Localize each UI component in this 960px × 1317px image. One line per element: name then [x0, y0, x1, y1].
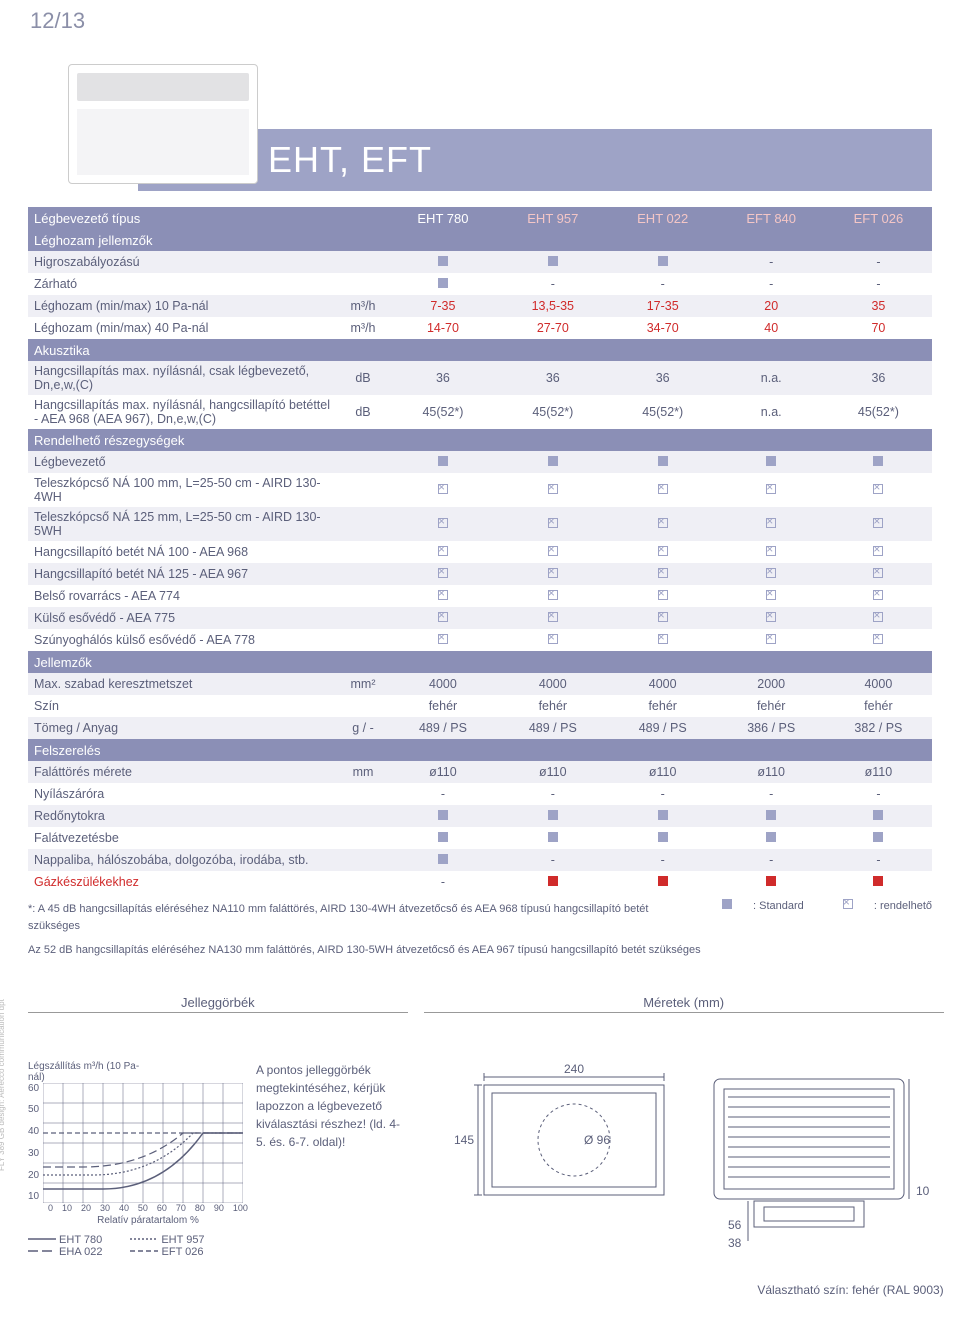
dims-title: Méretek (mm)	[424, 995, 944, 1013]
svg-text:38: 38	[728, 1236, 742, 1250]
svg-text:145: 145	[454, 1133, 474, 1147]
dimension-drawings: 240 Ø 96 145	[424, 1061, 944, 1261]
chart-ylabel: Légszállítás m³/h (10 Pa-nál)	[28, 1061, 148, 1083]
svg-text:10: 10	[916, 1184, 930, 1198]
spec-table: Légbevezető típusEHT 780EHT 957EHT 022EF…	[28, 207, 932, 893]
side-tag: FLY 389 GB design: Aerecco communication…	[0, 999, 6, 1171]
svg-text:240: 240	[564, 1062, 584, 1076]
svg-text:56: 56	[728, 1218, 742, 1232]
chart-xlabel: Relatív páratartalom %	[48, 1215, 248, 1226]
svg-text:Ø 96: Ø 96	[584, 1133, 610, 1147]
footnote-2: Az 52 dB hangcsillapítás eléréséhez NA13…	[28, 942, 932, 959]
page-number: 12/13	[0, 0, 960, 34]
chart	[43, 1083, 243, 1203]
hero: EHT, EFT	[28, 34, 932, 199]
chart-note: A pontos jelleggörbék megtekintéséhez, k…	[256, 1061, 408, 1151]
color-choice: Választható szín: fehér (RAL 9003)	[424, 1283, 944, 1297]
chart-legend: EHT 780 EHT 957 EHA 022 EFT 026	[28, 1234, 248, 1258]
curves-title: Jelleggörbék	[28, 995, 408, 1013]
product-image	[68, 64, 258, 184]
table-legend: : Standard : rendelhető	[686, 899, 932, 912]
